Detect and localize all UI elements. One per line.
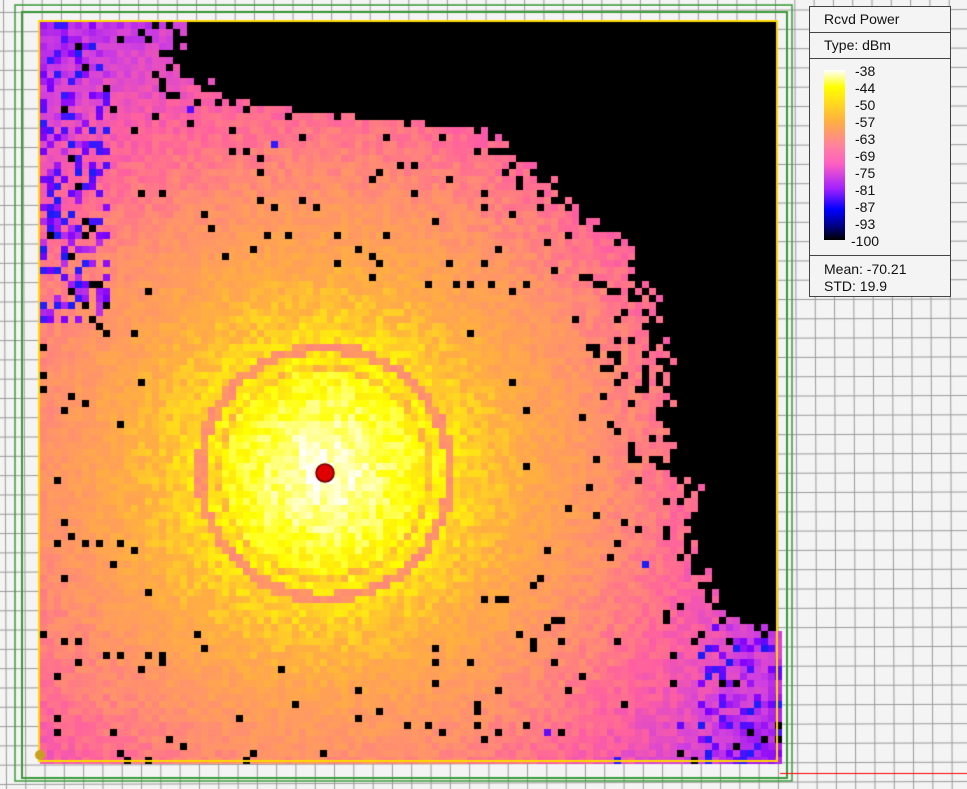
legend-tick: -75 [855, 165, 876, 181]
legend-tick: -100 [851, 233, 880, 249]
legend-tick: -57 [855, 114, 876, 130]
legend-tick: -81 [855, 182, 876, 198]
legend-std: STD: 19.9 [824, 278, 888, 294]
legend-title: Rcvd Power [810, 7, 950, 33]
legend-type: Type: dBm [810, 33, 950, 59]
legend-panel: Rcvd Power Type: dBm -38 -44 -50 -57 -63 -69-… [809, 6, 951, 297]
legend-tick: -93 [855, 216, 876, 232]
legend-mean: Mean: -70.21 [824, 261, 907, 277]
color-scale-bar [824, 70, 845, 240]
legend-tick: -44 [855, 80, 876, 96]
legend-tick: -69 [855, 148, 876, 164]
legend-tick: -87 [855, 199, 876, 215]
legend-scale: -38 -44 -50 -57 -63 -69 -75 -81 -87 -93 -100 [810, 59, 950, 256]
legend-tick: -63 [855, 131, 876, 147]
legend-tick: -38 [855, 63, 876, 79]
legend-tick: -50 [855, 97, 876, 113]
